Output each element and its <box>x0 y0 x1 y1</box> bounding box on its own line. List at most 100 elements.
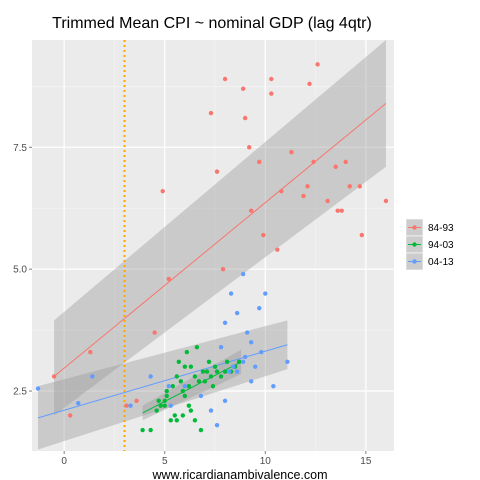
point-04-13 <box>234 369 240 374</box>
point-84-93 <box>305 184 310 189</box>
point-94-03 <box>156 398 161 403</box>
point-84-93 <box>343 159 348 165</box>
point-84-93 <box>222 76 228 82</box>
point-04-13 <box>263 291 268 296</box>
point-94-03 <box>158 403 163 408</box>
point-94-03 <box>180 413 186 418</box>
point-84-93 <box>152 330 157 335</box>
point-84-93 <box>339 208 344 213</box>
fit-line-84-93 <box>53 102 387 377</box>
point-04-13 <box>259 349 264 355</box>
point-84-93 <box>357 184 363 189</box>
point-94-03 <box>164 388 169 394</box>
point-04-13 <box>240 271 246 277</box>
grid-minor <box>32 40 394 451</box>
point-84-93 <box>124 403 129 408</box>
point-94-03 <box>194 344 200 350</box>
point-94-03 <box>210 383 216 389</box>
point-94-03 <box>162 403 167 408</box>
point-84-93 <box>269 76 274 82</box>
y-tick-label: 2.5 <box>13 387 27 398</box>
point-94-03 <box>218 374 224 379</box>
legend-key-point <box>412 259 417 264</box>
point-04-13 <box>166 383 171 389</box>
point-94-03 <box>172 413 177 418</box>
data-points <box>35 62 389 433</box>
legend-label-04-13: 04-13 <box>428 257 454 268</box>
point-84-93 <box>307 81 312 87</box>
point-84-93 <box>315 62 320 67</box>
point-94-03 <box>224 359 230 364</box>
chart-title: Trimmed Mean CPI ~ nominal GDP (lag 4qtr… <box>52 15 372 32</box>
point-94-03 <box>186 383 192 389</box>
point-84-93 <box>68 413 73 418</box>
point-94-03 <box>188 364 194 369</box>
point-94-03 <box>176 359 182 364</box>
point-84-93 <box>240 86 246 91</box>
legend-label-84-93: 84-93 <box>428 223 454 234</box>
point-94-03 <box>204 369 210 374</box>
point-94-03 <box>188 408 194 413</box>
point-94-03 <box>182 364 188 369</box>
x-tick-label: 15 <box>360 456 372 467</box>
point-84-93 <box>257 159 262 165</box>
point-84-93 <box>269 91 274 96</box>
point-94-03 <box>222 369 228 374</box>
point-04-13 <box>182 383 188 389</box>
point-94-03 <box>200 369 206 374</box>
point-04-13 <box>249 379 254 384</box>
point-94-03 <box>174 418 179 423</box>
point-94-03 <box>192 418 198 423</box>
point-94-03 <box>180 388 186 394</box>
point-84-93 <box>275 247 280 252</box>
y-axis: 2.5 5.0 7.5 <box>13 143 32 398</box>
y-tick-label: 7.5 <box>13 143 27 154</box>
point-04-13 <box>128 403 133 408</box>
chart-caption: www.ricardianambivalence.com <box>151 468 327 480</box>
y-tick-label: 5.0 <box>13 265 27 276</box>
point-84-93 <box>242 115 248 121</box>
point-94-03 <box>168 418 173 423</box>
x-axis: 0 5 10 15 <box>61 451 372 467</box>
point-04-13 <box>222 398 228 403</box>
point-84-93 <box>311 159 316 165</box>
point-84-93 <box>88 349 93 355</box>
x-tick-label: 0 <box>61 456 67 467</box>
point-84-93 <box>333 164 338 169</box>
point-94-03 <box>140 427 145 433</box>
point-04-13 <box>168 403 173 408</box>
point-94-03 <box>186 403 192 408</box>
point-94-03 <box>184 349 190 355</box>
legend-label-94-03: 94-03 <box>428 240 454 251</box>
point-04-13 <box>249 340 254 345</box>
point-04-13 <box>253 364 258 369</box>
point-84-93 <box>134 398 139 403</box>
point-94-03 <box>170 383 175 389</box>
point-04-13 <box>198 393 204 399</box>
point-94-03 <box>206 359 212 364</box>
point-84-93 <box>301 193 306 199</box>
point-84-93 <box>335 208 340 213</box>
point-94-03 <box>164 393 169 399</box>
grid-major <box>32 40 394 451</box>
point-94-03 <box>178 379 184 384</box>
point-04-13 <box>35 386 41 391</box>
point-04-13 <box>218 344 224 350</box>
point-84-93 <box>359 232 365 238</box>
point-94-03 <box>192 374 198 379</box>
point-94-03 <box>182 393 188 399</box>
point-94-03 <box>208 374 214 379</box>
point-84-93 <box>160 188 165 194</box>
point-84-93 <box>166 276 171 282</box>
point-84-93 <box>51 374 57 379</box>
point-04-13 <box>228 291 234 296</box>
point-04-13 <box>222 320 228 325</box>
point-84-93 <box>214 169 220 174</box>
point-84-93 <box>279 188 284 194</box>
point-94-03 <box>198 427 204 433</box>
legend: 84-93 94-03 04-13 <box>405 218 454 271</box>
point-04-13 <box>148 374 153 379</box>
point-94-03 <box>236 359 242 364</box>
point-94-03 <box>214 369 220 374</box>
point-94-03 <box>148 427 153 433</box>
